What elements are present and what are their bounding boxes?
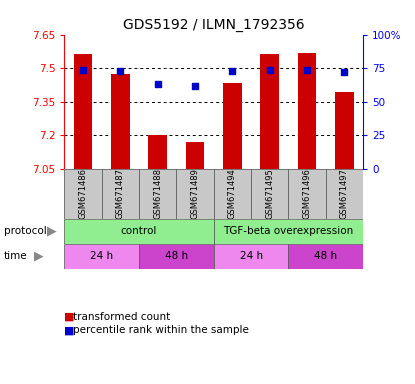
Text: 48 h: 48 h xyxy=(165,251,188,262)
Text: ■: ■ xyxy=(64,325,75,335)
Title: GDS5192 / ILMN_1792356: GDS5192 / ILMN_1792356 xyxy=(123,18,305,32)
Bar xyxy=(139,244,214,269)
Text: GSM671486: GSM671486 xyxy=(78,169,88,219)
Bar xyxy=(64,169,102,219)
Bar xyxy=(64,219,214,244)
Point xyxy=(154,81,161,88)
Bar xyxy=(73,54,92,169)
Bar xyxy=(288,244,363,269)
Bar xyxy=(214,244,288,269)
Bar xyxy=(139,169,176,219)
Bar xyxy=(298,53,317,169)
Text: percentile rank within the sample: percentile rank within the sample xyxy=(73,325,249,335)
Point xyxy=(117,68,124,74)
Bar xyxy=(326,169,363,219)
Text: transformed count: transformed count xyxy=(73,312,170,322)
Bar xyxy=(176,169,214,219)
Text: GSM671496: GSM671496 xyxy=(303,169,312,219)
Bar xyxy=(251,169,288,219)
Bar xyxy=(288,169,326,219)
Bar xyxy=(111,74,129,169)
Bar xyxy=(102,169,139,219)
Bar xyxy=(186,142,205,169)
Text: 48 h: 48 h xyxy=(314,251,337,262)
Bar xyxy=(261,54,279,169)
Bar xyxy=(214,169,251,219)
Point xyxy=(304,66,310,73)
Point xyxy=(229,68,236,74)
Text: protocol: protocol xyxy=(4,226,47,237)
Text: time: time xyxy=(4,251,28,262)
Bar xyxy=(64,244,139,269)
Text: 24 h: 24 h xyxy=(239,251,263,262)
Text: GSM671494: GSM671494 xyxy=(228,169,237,219)
Point xyxy=(341,69,348,75)
Text: TGF-beta overexpression: TGF-beta overexpression xyxy=(223,226,354,237)
Text: GSM671495: GSM671495 xyxy=(265,169,274,219)
Point xyxy=(266,66,273,73)
Bar xyxy=(214,219,363,244)
Text: 24 h: 24 h xyxy=(90,251,113,262)
Point xyxy=(192,83,198,89)
Text: GSM671488: GSM671488 xyxy=(153,169,162,219)
Text: control: control xyxy=(121,226,157,237)
Bar xyxy=(149,135,167,169)
Text: ▶: ▶ xyxy=(34,250,44,263)
Text: ■: ■ xyxy=(64,312,75,322)
Text: GSM671489: GSM671489 xyxy=(190,169,200,219)
Bar xyxy=(223,83,242,169)
Point xyxy=(80,66,86,73)
Text: ▶: ▶ xyxy=(46,225,56,238)
Text: GSM671497: GSM671497 xyxy=(340,169,349,219)
Text: GSM671487: GSM671487 xyxy=(116,169,125,219)
Bar xyxy=(335,92,354,169)
